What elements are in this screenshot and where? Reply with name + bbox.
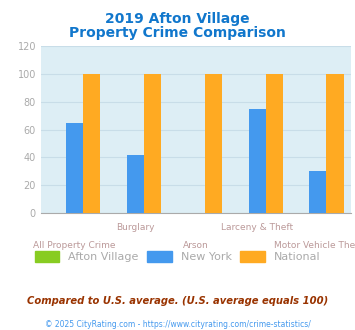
- Text: © 2025 CityRating.com - https://www.cityrating.com/crime-statistics/: © 2025 CityRating.com - https://www.city…: [45, 320, 310, 329]
- Bar: [66, 122, 83, 213]
- Text: Property Crime Comparison: Property Crime Comparison: [69, 26, 286, 40]
- Text: Larceny & Theft: Larceny & Theft: [221, 223, 293, 232]
- Bar: [127, 154, 144, 213]
- Legend: Afton Village, New York, National: Afton Village, New York, National: [30, 247, 325, 267]
- Text: 2019 Afton Village: 2019 Afton Village: [105, 12, 250, 25]
- Text: Compared to U.S. average. (U.S. average equals 100): Compared to U.S. average. (U.S. average …: [27, 296, 328, 306]
- Bar: [205, 74, 222, 213]
- Bar: [310, 171, 327, 213]
- Bar: [248, 109, 266, 213]
- Text: All Property Crime: All Property Crime: [33, 241, 116, 250]
- Bar: [144, 74, 161, 213]
- Bar: [266, 74, 283, 213]
- Bar: [327, 74, 344, 213]
- Bar: [83, 74, 100, 213]
- Text: Motor Vehicle Theft: Motor Vehicle Theft: [274, 241, 355, 250]
- Text: Arson: Arson: [183, 241, 209, 250]
- Text: Burglary: Burglary: [116, 223, 154, 232]
